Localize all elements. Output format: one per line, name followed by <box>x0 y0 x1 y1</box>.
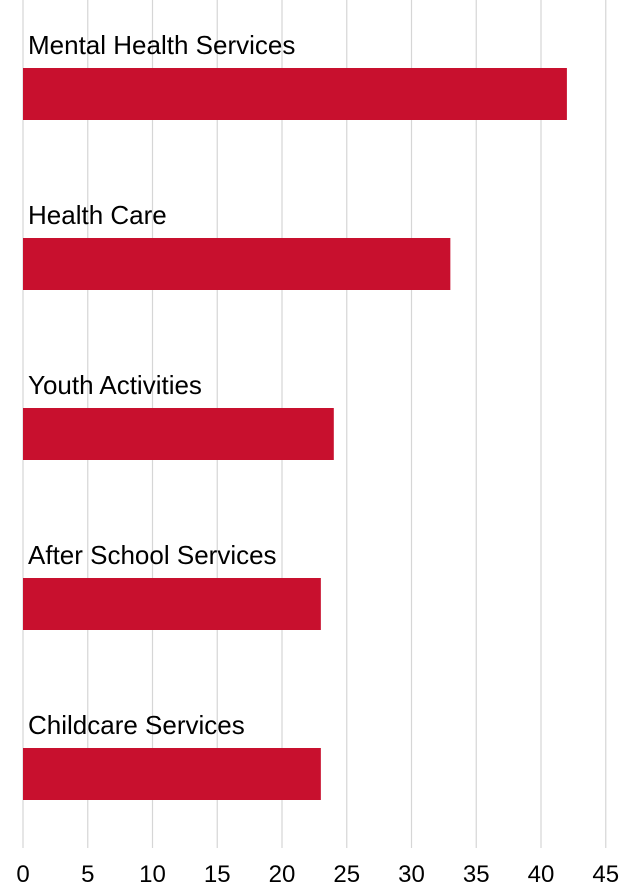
x-tick-label: 25 <box>333 861 360 888</box>
x-tick-label: 15 <box>204 861 231 888</box>
bar-after-school-services <box>23 578 321 630</box>
x-tick-label: 40 <box>528 861 555 888</box>
bar-health-care <box>23 238 451 290</box>
x-tick-label: 10 <box>139 861 166 888</box>
x-tick-label: 5 <box>81 861 94 888</box>
x-tick-label: 20 <box>269 861 296 888</box>
category-label: After School Services <box>28 540 277 570</box>
category-label: Health Care <box>28 200 167 230</box>
x-tick-label: 30 <box>398 861 425 888</box>
x-tick-label: 35 <box>463 861 490 888</box>
category-label: Mental Health Services <box>28 30 295 60</box>
x-tick-label: 0 <box>16 861 29 888</box>
x-axis-tick-labels: 0 5 10 15 20 25 30 35 40 45 <box>16 861 619 888</box>
bar-mental-health-services <box>23 68 567 120</box>
bar-youth-activities <box>23 408 334 460</box>
bar-childcare-services <box>23 748 321 800</box>
x-tick-label: 45 <box>592 861 619 888</box>
category-labels: Mental Health Services Health Care Youth A… <box>28 30 295 740</box>
category-label: Childcare Services <box>28 710 245 740</box>
bars <box>23 68 567 800</box>
category-label: Youth Activities <box>28 370 202 400</box>
